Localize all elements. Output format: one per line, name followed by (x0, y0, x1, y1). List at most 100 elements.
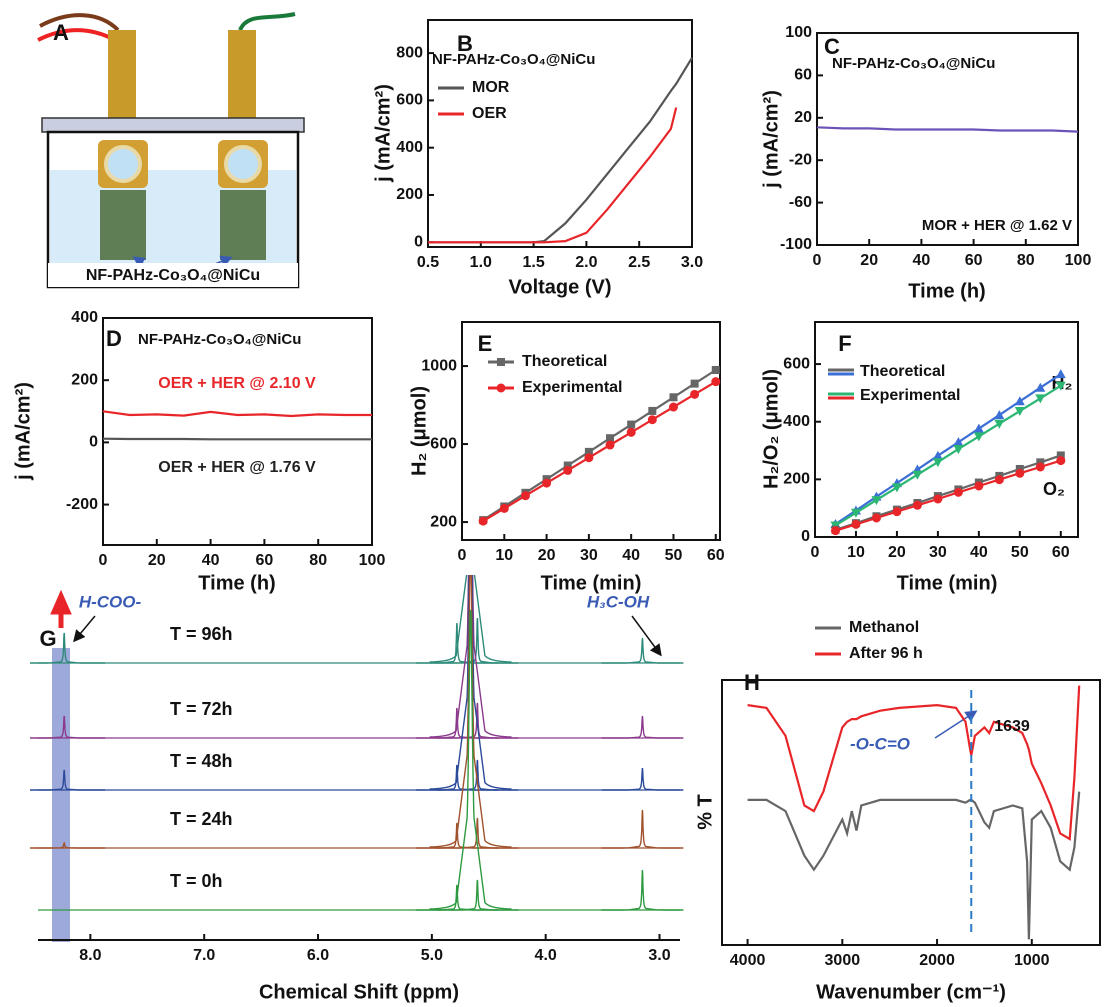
x-axis-label: Time (h) (198, 572, 275, 594)
series-line (835, 459, 1062, 532)
marker (912, 470, 923, 480)
x-tick-label: 20 (148, 552, 166, 569)
marker (1036, 458, 1045, 467)
marker (830, 526, 840, 536)
y-tick-label: 600 (396, 92, 423, 109)
peak (415, 884, 498, 911)
x-tick-label: 40 (913, 252, 931, 269)
marker (933, 494, 943, 504)
x-tick-label: 7.0 (193, 947, 215, 964)
peak (436, 817, 519, 849)
marker (892, 507, 902, 517)
x-tick-label: 40 (970, 544, 988, 561)
peak (415, 764, 498, 791)
marker (871, 513, 881, 523)
y-tick-label: 400 (783, 413, 810, 430)
peak (415, 622, 498, 664)
legend-label: OER (472, 105, 507, 122)
x-tick-label: 5.0 (421, 947, 443, 964)
marker (496, 383, 506, 393)
x-tick-label: 2.0 (575, 254, 597, 271)
x-tick-label: 30 (929, 544, 947, 561)
y-tick-label: 100 (785, 24, 812, 41)
panel-label: B (457, 31, 473, 56)
y-axis-label: j (mA/cm²) (760, 90, 782, 189)
x-axis-label: Voltage (V) (509, 276, 612, 298)
y-axis-label: j (mA/cm²) (12, 382, 34, 481)
y-axis-label: j (mA/cm²) (372, 84, 394, 183)
peak (601, 637, 684, 664)
panel-label: H (744, 670, 760, 695)
series-line (482, 380, 717, 523)
x-tick-label: 20 (860, 252, 878, 269)
x-tick-label: 0 (813, 252, 822, 269)
diagram-caption: NF-PAHz-Co₃O₄@NiCu (86, 267, 260, 284)
marker (584, 453, 594, 463)
y-axis-label: % T (694, 794, 716, 830)
x-axis-label: Time (h) (908, 280, 985, 302)
marker (1055, 381, 1066, 391)
y-tick-label: -200 (66, 496, 98, 513)
x-tick-label: 1.5 (522, 254, 544, 271)
marker (1035, 382, 1046, 392)
marker (605, 440, 615, 450)
marker (953, 437, 964, 447)
legend-label: Theoretical (522, 353, 607, 370)
peak (436, 617, 519, 664)
marker (626, 427, 636, 437)
marker (953, 445, 964, 455)
panel-label: G (39, 626, 56, 651)
marker (1035, 462, 1045, 472)
y-tick-label: 0 (414, 233, 423, 250)
legend-label: Experimental (860, 387, 960, 404)
trace-label: T = 24h (170, 809, 233, 829)
y-tick-label: 1000 (421, 357, 457, 374)
series-line (102, 410, 372, 418)
marker (850, 508, 861, 518)
marker (711, 365, 720, 374)
y-tick-label: 400 (396, 139, 423, 156)
marker (994, 410, 1005, 420)
x-tick-label: 60 (707, 547, 725, 564)
marker (994, 475, 1004, 485)
x-tick-label: 3.0 (648, 947, 670, 964)
peak (429, 575, 512, 848)
x-tick-label: 20 (888, 544, 906, 561)
annotation: MOR + HER @ 1.62 V (922, 217, 1072, 234)
peak (436, 702, 519, 739)
x-tick-label: 60 (965, 252, 983, 269)
y-tick-label: -20 (789, 151, 812, 168)
y-tick-label: -60 (789, 194, 812, 211)
marker (1014, 407, 1025, 417)
pointer (631, 615, 662, 657)
trace-label: T = 0h (170, 871, 223, 891)
x-tick-label: 8.0 (79, 947, 101, 964)
series-label: OER + HER @ 2.10 V (158, 375, 316, 392)
x-tick-label: 4000 (730, 952, 766, 969)
y-tick-label: 20 (794, 109, 812, 126)
marker (648, 406, 657, 415)
plot-frame (102, 317, 373, 546)
marker (584, 447, 593, 456)
x-axis-label: Time (min) (897, 572, 998, 594)
marker (690, 389, 700, 399)
marker (994, 419, 1005, 429)
x-axis-label: Wavenumber (cm⁻¹) (816, 981, 1006, 1003)
peak (30, 715, 106, 739)
peak (30, 632, 106, 664)
panel-label: F (838, 331, 851, 356)
x-tick-label: 0.5 (417, 254, 439, 271)
x-tick-label: 10 (847, 544, 865, 561)
x-tick-label: 60 (256, 552, 274, 569)
pointer (73, 615, 96, 643)
x-tick-label: 80 (309, 552, 327, 569)
marker (606, 434, 615, 443)
x-tick-label: 1.0 (470, 254, 492, 271)
series-line (428, 57, 693, 244)
annotation: NF-PAHz-Co₃O₄@NiCu (832, 55, 995, 72)
y-tick-label: 200 (396, 186, 423, 203)
marker (520, 491, 530, 501)
plot-frame (427, 19, 693, 248)
x-tick-label: 6.0 (307, 947, 329, 964)
